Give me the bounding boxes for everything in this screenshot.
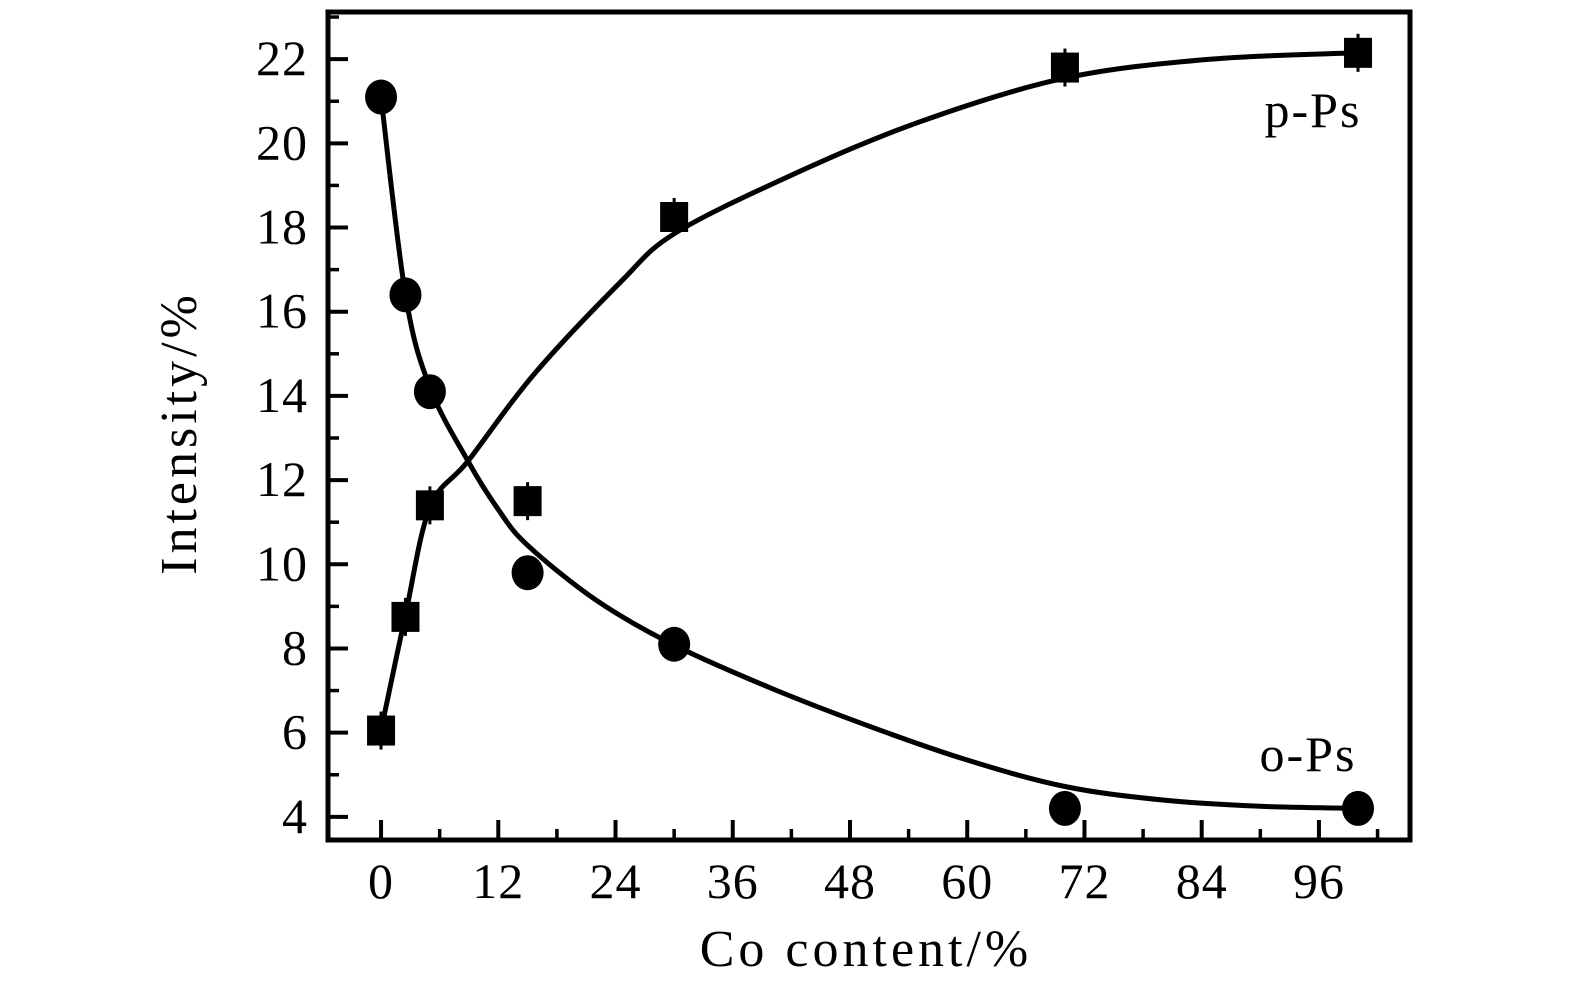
y-tick-label: 16: [256, 283, 308, 339]
series-label-o-ps: o-Ps: [1260, 726, 1357, 782]
x-tick-label: 60: [941, 853, 993, 909]
x-tick-label: 84: [1176, 853, 1228, 909]
data-point-o-ps: [1342, 790, 1375, 826]
data-point-o-ps: [413, 374, 446, 410]
x-tick-label: 72: [1058, 853, 1110, 909]
x-tick-label: 24: [590, 853, 642, 909]
x-tick-label: 96: [1293, 853, 1345, 909]
plot-frame: [325, 9, 1413, 843]
y-tick-label: 8: [282, 619, 308, 675]
y-tick-label: 12: [256, 451, 308, 507]
y-tick-label: 22: [256, 30, 308, 86]
series-label-p-ps: p-Ps: [1265, 82, 1362, 138]
y-tick-label: 4: [282, 788, 308, 844]
y-tick-label: 18: [256, 199, 308, 255]
data-point-p-ps: [660, 202, 689, 233]
y-tick-label: 20: [256, 114, 308, 170]
plot-area: 0 12 24 36 48 60 72 84 96 4 6 8 10 12 14 16 18 20 22: [256, 9, 1413, 909]
data-point-p-ps: [1050, 52, 1079, 83]
x-tick-label: 12: [472, 853, 524, 909]
data-point-o-ps: [658, 626, 691, 662]
data-point-o-ps: [365, 79, 398, 115]
fit-curve-p-ps: [378, 50, 1361, 734]
fit-curve-o-ps: [378, 94, 1361, 811]
data-point-p-ps: [1344, 37, 1373, 68]
data-point-p-ps: [367, 715, 396, 746]
x-axis-title: Co content/%: [700, 921, 1033, 978]
x-tick-label: 36: [707, 853, 759, 909]
data-point-p-ps: [415, 490, 444, 521]
x-tick-label: 48: [824, 853, 876, 909]
data-point-o-ps: [511, 555, 544, 591]
data-point-o-ps: [389, 277, 422, 313]
y-tick-label: 6: [282, 704, 308, 760]
data-point-o-ps: [1048, 790, 1081, 826]
y-tick-label: 14: [256, 367, 308, 423]
data-point-p-ps: [513, 486, 542, 517]
y-tick-label: 10: [256, 535, 308, 591]
x-tick-label: 0: [368, 853, 394, 909]
y-axis-title: Intensity/%: [151, 291, 208, 575]
data-point-p-ps: [391, 601, 420, 632]
